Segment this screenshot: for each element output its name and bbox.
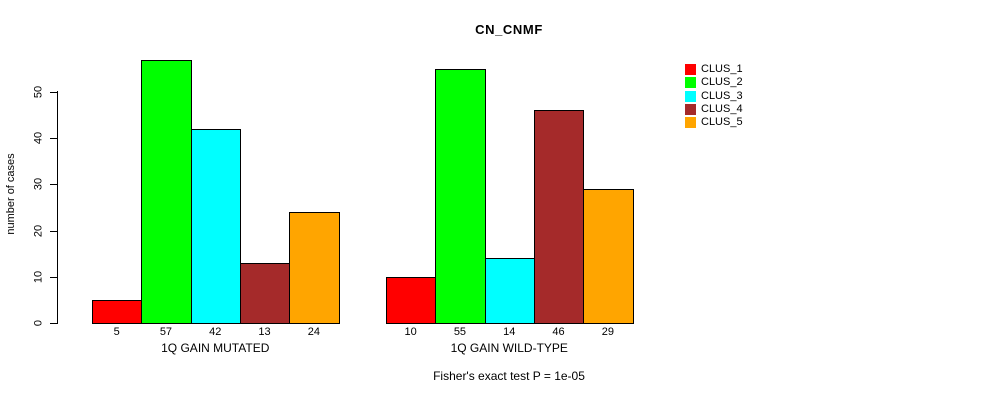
- legend-item: CLUS_4: [685, 103, 743, 116]
- group-label: 1Q GAIN WILD-TYPE: [450, 341, 568, 355]
- y-tick-label: 20: [32, 224, 45, 238]
- y-axis-line: [57, 91, 58, 324]
- legend-item: CLUS_2: [685, 76, 743, 89]
- group-label: 1Q GAIN MUTATED: [161, 341, 270, 355]
- legend-color-swatch: [685, 117, 696, 128]
- legend-item: CLUS_3: [685, 90, 743, 103]
- legend-label: CLUS_4: [701, 103, 743, 115]
- bar-value-label: 42: [209, 326, 222, 338]
- bar-clus_5-group2: [583, 189, 634, 324]
- bar-value-label: 14: [503, 326, 516, 338]
- bar-value-label: 55: [453, 326, 467, 338]
- y-tick-label: 50: [32, 85, 45, 99]
- legend-color-swatch: [685, 77, 696, 88]
- legend-color-swatch: [685, 91, 696, 102]
- bar-clus_4-group1: [240, 263, 290, 324]
- bar-value-label: 46: [552, 326, 565, 338]
- legend-label: CLUS_5: [701, 116, 743, 128]
- legend-item: CLUS_5: [685, 116, 743, 129]
- annotation-text: Fisher's exact test P = 1e-05: [433, 369, 585, 383]
- y-tick-mark: [50, 231, 57, 232]
- bar-value-label: 24: [307, 326, 320, 338]
- y-tick-label: 10: [32, 270, 45, 284]
- bar-clus_2-group2: [435, 69, 486, 324]
- bar-value-label: 13: [258, 326, 271, 338]
- bar-value-label: 29: [601, 326, 614, 338]
- y-tick-mark: [50, 184, 57, 185]
- legend-color-swatch: [685, 104, 696, 115]
- y-tick-mark: [50, 138, 57, 139]
- bar-value-label: 5: [113, 326, 120, 338]
- y-axis-label: number of cases: [5, 153, 17, 235]
- bar-clus_5-group1: [289, 212, 340, 324]
- chart-title: CN_CNMF: [475, 22, 543, 37]
- bar-clus_2-group1: [141, 60, 192, 324]
- y-tick-label: 0: [32, 319, 45, 327]
- legend-label: CLUS_1: [701, 63, 743, 75]
- legend-label: CLUS_3: [701, 90, 743, 102]
- y-tick-mark: [50, 92, 57, 93]
- y-tick-label: 40: [32, 131, 45, 145]
- y-tick-mark: [50, 323, 57, 324]
- legend-color-swatch: [685, 64, 696, 75]
- y-tick-label: 30: [32, 177, 45, 191]
- bar-clus_3-group2: [485, 258, 535, 324]
- bar-clus_3-group1: [191, 129, 241, 324]
- bar-value-label: 10: [404, 326, 417, 338]
- bar-clus_1-group1: [92, 300, 142, 324]
- bar-clus_4-group2: [534, 110, 584, 324]
- y-tick-mark: [50, 277, 57, 278]
- bar-value-label: 57: [159, 326, 173, 338]
- bar-clus_1-group2: [386, 277, 436, 324]
- legend-label: CLUS_2: [701, 76, 743, 88]
- legend-item: CLUS_1: [685, 63, 743, 76]
